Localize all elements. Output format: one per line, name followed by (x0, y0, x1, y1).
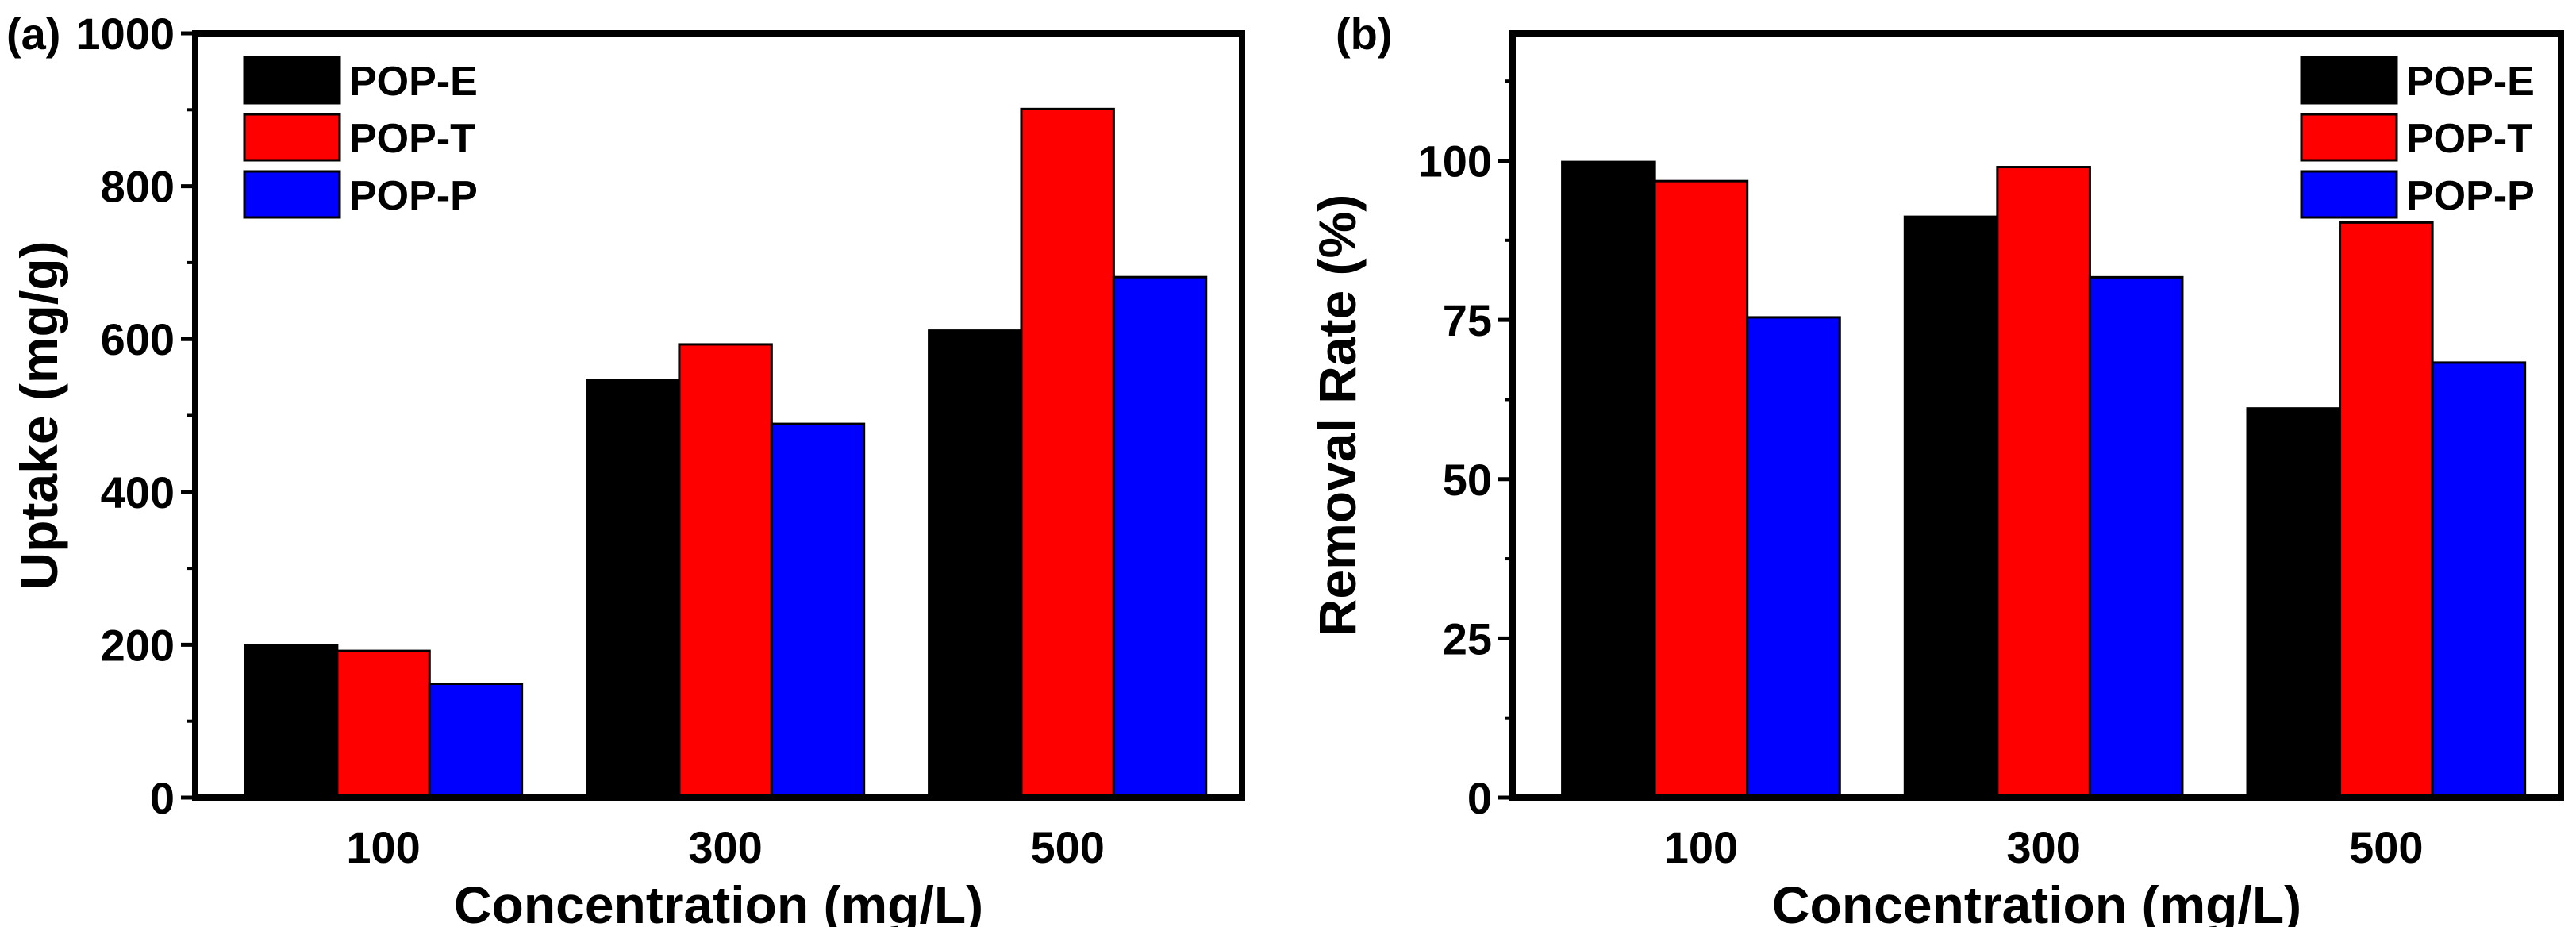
bar-pop-t-300 (678, 343, 773, 799)
x-axis-title: Concentration (mg/L) (1772, 875, 2301, 927)
bar-pop-t-300 (1996, 166, 2091, 799)
x-tick-label: 100 (346, 822, 420, 872)
legend-label-pop-p: POP-P (349, 173, 478, 219)
legend-swatch-pop-p (2300, 170, 2398, 219)
legend-swatch-pop-e (2300, 56, 2398, 105)
y-tick-label: 100 (1418, 137, 1492, 187)
plot-frame (1509, 30, 2564, 801)
bar-pop-p-100 (428, 683, 524, 799)
bar-pop-e-100 (244, 644, 339, 799)
bar-pop-p-500 (1112, 275, 1208, 799)
legend-label-pop-t: POP-T (349, 116, 475, 162)
legend-swatch-pop-p (243, 170, 341, 219)
x-axis-title: Concentration (mg/L) (454, 875, 983, 927)
x-tick-label: 100 (1664, 822, 1738, 872)
y-tick-label: 400 (101, 467, 175, 517)
x-tick-label: 500 (1030, 822, 1104, 872)
x-tick-label: 300 (2006, 822, 2080, 872)
bar-pop-p-300 (770, 422, 866, 799)
legend-label-pop-e: POP-E (349, 59, 478, 105)
y-tick-label: 0 (150, 773, 175, 823)
legend-label-pop-p: POP-P (2406, 173, 2535, 219)
bar-pop-e-500 (2246, 407, 2342, 799)
panel-label: (a) (6, 9, 60, 59)
legend-label-pop-t: POP-T (2406, 116, 2532, 162)
bar-pop-p-300 (2088, 275, 2184, 799)
x-tick-label: 500 (2349, 822, 2423, 872)
chart-a-uptake: 0 200 400 600 800 1000 100 300 500 Concentration … (6, 9, 1245, 927)
y-axis-title: Removal Rate (%) (1308, 194, 1367, 637)
y-axis-title: Uptake (mg/g) (10, 240, 68, 590)
bar-pop-t-100 (1653, 179, 1749, 799)
panel-label: (b) (1336, 9, 1393, 59)
bar-pop-e-500 (928, 329, 1023, 799)
bar-pop-t-100 (336, 649, 431, 799)
bar-pop-e-100 (1561, 160, 1656, 799)
x-tick-label: 300 (688, 822, 762, 872)
bar-pop-t-500 (2339, 221, 2434, 799)
y-tick-label: 200 (101, 620, 175, 670)
y-tick-label: 75 (1443, 295, 1492, 345)
bar-pop-p-100 (1746, 316, 1841, 799)
bar-pop-e-300 (586, 379, 681, 799)
y-tick-label: 800 (101, 162, 175, 212)
legend-swatch-pop-t (243, 113, 341, 162)
y-tick-label: 0 (1467, 773, 1492, 823)
y-tick-label: 600 (101, 314, 175, 364)
bar-pop-p-500 (2431, 361, 2527, 799)
y-tick-label: 50 (1443, 455, 1492, 505)
bar-pop-t-500 (1020, 107, 1115, 799)
legend-swatch-pop-t (2300, 113, 2398, 162)
legend-swatch-pop-e (243, 56, 341, 105)
chart-b-removal-rate: 0 25 50 75 100 100 300 500 Concentration (mg/L) R… (1308, 9, 2564, 927)
y-tick-label: 1000 (75, 9, 175, 59)
bar-pop-e-300 (1903, 215, 1999, 799)
legend-label-pop-e: POP-E (2406, 59, 2535, 105)
y-tick-label: 25 (1443, 614, 1492, 664)
